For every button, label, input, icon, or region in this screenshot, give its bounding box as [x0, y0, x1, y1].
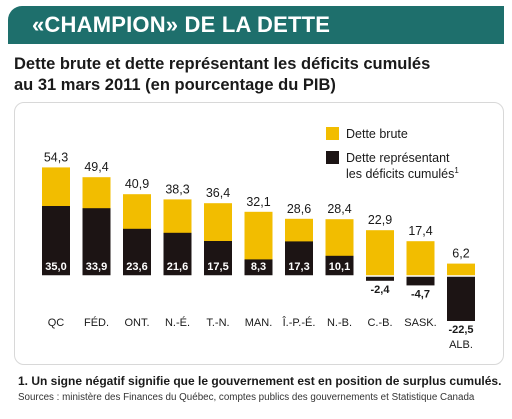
legend-label-deficit-line-2: les déficits cumulés1 [346, 166, 459, 181]
bar-deficit-5 [244, 259, 273, 276]
bar-deficit-10 [447, 276, 475, 321]
value-label-gross-8: 22,9 [368, 213, 392, 227]
category-label-1: FÉD. [84, 316, 109, 329]
subtitle-line-2: au 31 mars 2011 (en pourcentage du PIB) [14, 76, 336, 94]
bar-deficit-8 [366, 276, 394, 281]
category-label-7: N.-B. [327, 317, 352, 329]
sources-note: Sources : ministère des Finances du Québ… [18, 392, 475, 403]
value-label-deficit-6: 17,3 [288, 261, 309, 273]
value-label-deficit-7: 10,1 [329, 261, 350, 273]
footnote: 1. Un signe négatif signifie que le gouv… [18, 374, 502, 388]
value-label-deficit-5: 8,3 [251, 261, 266, 273]
category-label-10: ALB. [449, 339, 473, 351]
value-label-gross-2: 40,9 [125, 177, 149, 191]
bar-deficit-6 [285, 241, 313, 276]
bar-deficit-3 [163, 232, 192, 276]
value-label-gross-5: 32,1 [246, 195, 270, 209]
chart-subtitle: Dette brute et dette représentant les dé… [14, 54, 504, 96]
value-label-deficit-1: 33,9 [86, 261, 107, 273]
value-label-deficit-0: 35,0 [45, 261, 66, 273]
value-label-deficit-2: 23,6 [126, 261, 147, 273]
bar-deficit-2 [123, 228, 151, 276]
category-label-3: N.-É. [165, 316, 190, 329]
category-label-0: QC [48, 317, 65, 329]
value-label-gross-1: 49,4 [84, 160, 108, 174]
bar-deficit-0 [42, 206, 70, 276]
bar-deficit-9 [406, 276, 435, 286]
category-label-8: C.-B. [367, 317, 392, 329]
title-banner: «CHAMPION» DE LA DETTE [8, 6, 504, 44]
value-label-gross-7: 28,4 [327, 202, 351, 216]
banner-title: «CHAMPION» DE LA DETTE [32, 12, 331, 37]
legend-swatch-deficit [326, 151, 339, 164]
subtitle-line-1: Dette brute et dette représentant les dé… [14, 55, 431, 73]
value-label-deficit-9: -4,7 [411, 288, 430, 300]
value-label-deficit-10: -22,5 [448, 324, 473, 336]
value-label-gross-4: 36,4 [206, 186, 230, 200]
value-label-gross-0: 54,3 [44, 150, 68, 164]
category-label-5: MAN. [245, 317, 273, 329]
legend-label-gross: Dette brute [346, 127, 408, 141]
value-label-gross-6: 28,6 [287, 202, 311, 216]
bar-gross-8 [366, 230, 394, 276]
bar-deficit-1 [82, 208, 111, 276]
value-label-deficit-8: -2,4 [371, 284, 391, 296]
value-label-deficit-4: 17,5 [207, 261, 228, 273]
legend-label-deficit-line-1: Dette représentant [346, 151, 450, 165]
bar-deficit-4 [204, 241, 232, 276]
category-label-4: T.-N. [206, 317, 229, 329]
legend-footnote-marker: 1 [454, 166, 459, 175]
value-label-gross-3: 38,3 [165, 182, 189, 196]
category-label-2: ONT. [124, 317, 149, 329]
legend-swatch-gross [326, 127, 339, 140]
category-label-6: Î.-P.-É. [282, 316, 316, 329]
bar-gross-9 [406, 241, 435, 276]
bar-deficit-7 [325, 255, 354, 276]
value-label-gross-10: 6,2 [452, 247, 469, 261]
value-label-gross-9: 17,4 [408, 224, 432, 238]
category-label-9: SASK. [404, 317, 436, 329]
bar-gross-10 [447, 263, 475, 276]
value-label-deficit-3: 21,6 [167, 261, 188, 273]
